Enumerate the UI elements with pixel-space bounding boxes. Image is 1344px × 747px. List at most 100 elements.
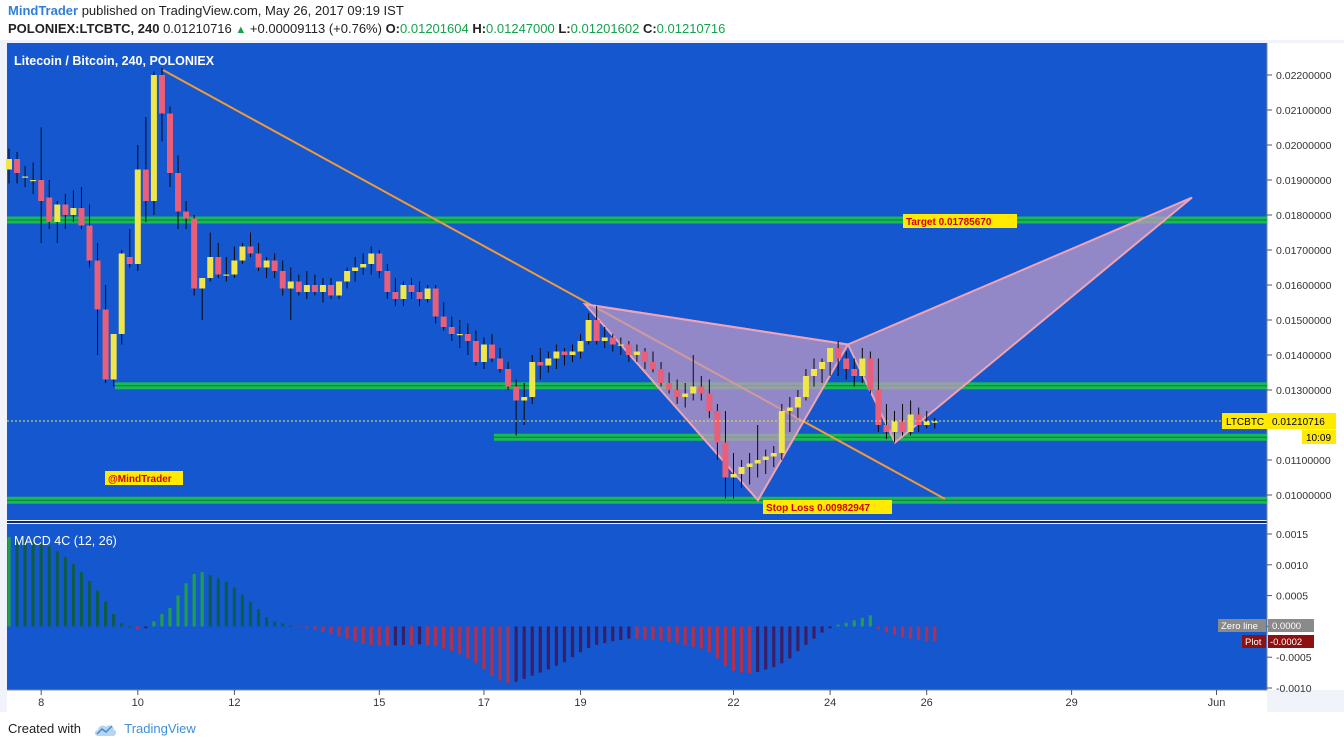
candle-body (263, 260, 270, 268)
low-label: L: (558, 21, 571, 36)
candle-body (319, 285, 326, 292)
candle-body (175, 173, 182, 212)
macd-bar (184, 583, 188, 627)
candle-body (698, 386, 705, 394)
price-tick-label: 0.02100000 (1276, 105, 1332, 117)
candle-body (400, 285, 407, 299)
author-tag: @MindTrader (105, 471, 183, 485)
time-tick-label: 19 (574, 697, 586, 709)
pattern-xb-leg (584, 303, 849, 346)
price-tick-label: 0.02000000 (1276, 140, 1332, 152)
author-link[interactable]: MindTrader (8, 3, 79, 18)
macd-bar (522, 626, 526, 679)
macd-bar (530, 626, 534, 676)
candle-body (883, 425, 890, 432)
candle-body (384, 271, 391, 292)
macd-bar (925, 626, 929, 642)
macd-bar (313, 626, 317, 631)
macd-bar (128, 626, 132, 628)
macd-bar (675, 626, 679, 644)
candle-body (6, 159, 12, 170)
candle-body (593, 320, 600, 341)
candle-body (207, 257, 214, 278)
price-tick-label: 0.01900000 (1276, 175, 1332, 187)
macd-bar (538, 626, 542, 673)
macd-bar (176, 595, 180, 627)
macd-bar (514, 626, 518, 682)
candle-body (666, 383, 673, 390)
candle-body (110, 334, 117, 380)
macd-bar (265, 617, 269, 627)
candle-body (102, 309, 109, 380)
candle-body (158, 75, 165, 114)
macd-bar (506, 626, 510, 684)
macd-bar (490, 626, 494, 676)
candle-body (843, 358, 850, 369)
candle-body (70, 208, 77, 215)
time-tick-label: 17 (478, 697, 490, 709)
candle-body (577, 341, 584, 352)
candle-body (456, 334, 463, 336)
candle-body (569, 351, 576, 355)
candle-body (279, 271, 286, 289)
tradingview-cloud-icon (94, 724, 116, 736)
macd-bar (780, 626, 784, 664)
chart-canvas[interactable]: 0.02200000 0.02100000 0.02000000 0.01900000… (0, 40, 1344, 712)
up-arrow-icon: ▲ (235, 24, 247, 36)
plot-value: -0.0002 (1270, 637, 1302, 648)
price-tick-label: 0.01000000 (1276, 490, 1332, 502)
candle-body (714, 411, 721, 443)
candle-body (360, 264, 367, 268)
candle-body (923, 421, 930, 425)
macd-bar (232, 587, 236, 627)
candle-body (416, 292, 423, 299)
candle-body (899, 421, 906, 432)
last-price-tag: LTCBTC 0.01210716 10:09 (7, 413, 1336, 444)
countdown-value: 10:09 (1306, 433, 1331, 444)
candle-body (480, 344, 487, 362)
candle-body (38, 180, 45, 201)
macd-bar (224, 582, 228, 627)
macd-bar (450, 626, 454, 652)
candle-body (247, 246, 254, 254)
macd-bar (772, 626, 776, 668)
tradingview-link[interactable]: TradingView (124, 721, 196, 736)
target-label-text: Target 0.01785670 (906, 217, 992, 228)
price-tick-label: 0.01500000 (1276, 315, 1332, 327)
zero-line-value: 0.0000 (1272, 621, 1301, 632)
macd-bar (748, 626, 752, 674)
macd-bar (136, 626, 140, 630)
macd-bar (393, 626, 397, 646)
macd-bar (788, 626, 792, 659)
macd-bar (683, 626, 687, 645)
candle-body (650, 362, 656, 369)
last-price: 0.01210716 (163, 21, 232, 36)
candle-body (545, 358, 552, 366)
time-tick-label: Jun (1208, 697, 1226, 709)
candle-body (134, 169, 141, 264)
macd-bar (595, 626, 599, 645)
candle-body (142, 169, 149, 201)
candle-body (859, 358, 866, 376)
macd-bar (715, 626, 719, 659)
candle-body (94, 260, 101, 310)
macd-pane[interactable] (7, 524, 1267, 690)
plot-text: Plot (1245, 637, 1262, 648)
macd-bar (731, 626, 736, 671)
macd-bar (152, 621, 156, 627)
published-text: published on TradingView.com, May 26, 20… (81, 3, 404, 18)
target-label: Target 0.01785670 (903, 214, 1017, 228)
plot-tag: Plot -0.0002 (1242, 635, 1314, 648)
macd-bar (216, 578, 220, 627)
candle-body (811, 369, 817, 376)
candle-body (231, 260, 238, 275)
macd-bar (844, 622, 848, 627)
macd-bar (144, 626, 148, 629)
candle-body (14, 159, 21, 173)
candle-body (271, 260, 278, 271)
macd-bar (377, 626, 381, 647)
candle-body (464, 334, 471, 341)
candle-body (513, 386, 520, 401)
price-tick-label: 0.01400000 (1276, 350, 1332, 362)
candle-body (408, 285, 415, 292)
